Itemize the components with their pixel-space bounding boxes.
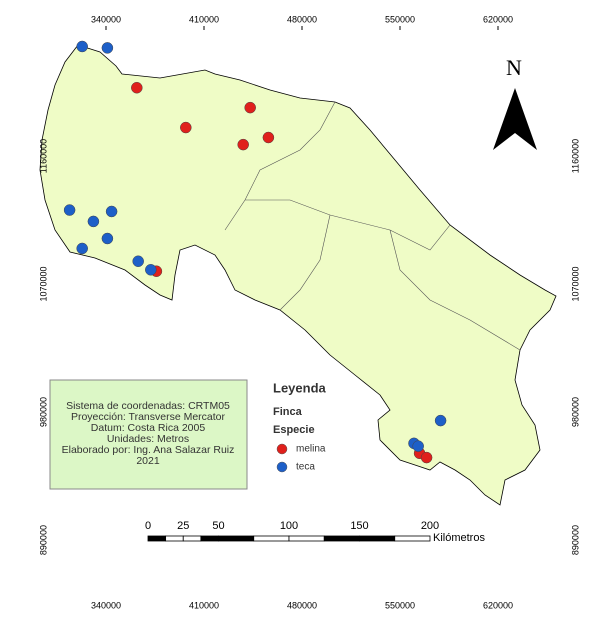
scale-segment — [394, 535, 431, 542]
scale-label: 0 — [145, 520, 151, 532]
finca-point — [132, 255, 144, 268]
x-tick-label-bottom: 480000 — [287, 600, 317, 610]
costa-rica — [39, 44, 557, 506]
scale-segment — [218, 535, 255, 542]
north-arrow: N — [493, 55, 537, 150]
finca-point — [412, 440, 424, 452]
y-tick-label-right: 1160000 — [570, 139, 580, 173]
scale-label: 200 — [421, 520, 439, 532]
y-tick-label-left: 980000 — [38, 397, 48, 427]
x-tick-label-top: 410000 — [189, 14, 219, 24]
info-line: 2021 — [136, 455, 160, 467]
land — [39, 44, 557, 506]
finca-point — [63, 204, 76, 216]
finca-point — [434, 414, 447, 427]
y-tick-label-right: 890000 — [570, 525, 580, 555]
legend-label: teca — [296, 462, 315, 473]
legend-field: Especie — [273, 424, 315, 436]
info-line: Datum: Costa Rica 2005 — [91, 422, 206, 434]
scale-label: 150 — [350, 520, 368, 532]
info-text: Sistema de coordenadas: CRTM05Proyección… — [62, 400, 235, 467]
finca-point — [105, 205, 118, 218]
scale-segment — [253, 535, 290, 542]
y-tick-label-right: 1070000 — [570, 266, 580, 301]
arrow-left — [493, 88, 515, 150]
x-tick-label-bottom: 410000 — [189, 600, 219, 610]
x-tick-label-bottom: 550000 — [385, 600, 415, 610]
scale-label: 25 — [177, 520, 189, 532]
legend-title: Leyenda — [273, 380, 327, 395]
legend-label: melina — [296, 444, 326, 455]
x-tick-label-bottom: 340000 — [91, 600, 121, 610]
info-line: Sistema de coordenadas: CRTM05 — [66, 400, 230, 412]
x-tick-label-bottom: 620000 — [483, 600, 513, 610]
info-line: Proyección: Transverse Mercator — [71, 411, 226, 423]
y-tick-label-left: 1160000 — [38, 139, 48, 173]
finca-point — [87, 215, 100, 228]
info-box — [49, 379, 248, 490]
province-border — [224, 101, 521, 351]
scale-label: 100 — [280, 520, 298, 532]
scale-segment — [147, 535, 167, 542]
finca-point — [101, 232, 114, 245]
info-line: Elaborado por: Ing. Ana Salazar Ruiz — [62, 444, 235, 456]
scale-segment — [165, 535, 184, 542]
y-tick-label-right: 980000 — [570, 397, 580, 427]
finca-point — [76, 40, 88, 53]
scale-segment — [200, 535, 219, 542]
x-tick-label-top: 620000 — [483, 14, 513, 24]
finca-point — [145, 264, 157, 276]
arrow-right — [515, 88, 537, 150]
finca-point — [180, 121, 192, 134]
scale-segment — [323, 535, 360, 542]
scale-unit: Kilómetros — [433, 532, 485, 544]
finca-point — [131, 81, 143, 94]
finca-point — [262, 131, 275, 144]
finca-point — [420, 451, 433, 464]
x-tick-label-top: 480000 — [287, 14, 317, 24]
y-tick-label-left: 1070000 — [38, 266, 48, 301]
finca-point — [244, 101, 256, 114]
scale-segment — [288, 535, 325, 542]
y-tick-label-left: 890000 — [38, 525, 48, 555]
legend-swatch — [276, 461, 288, 473]
finca-point — [237, 138, 249, 151]
scale-segment — [182, 535, 202, 542]
finca-point — [101, 42, 114, 54]
north-label: N — [506, 55, 522, 80]
x-tick-label-top: 550000 — [385, 14, 415, 24]
scale-segment — [359, 535, 396, 542]
legend-layer: Finca — [273, 406, 303, 418]
x-tick-label-top: 340000 — [91, 14, 121, 24]
finca-point — [76, 242, 88, 255]
scale-label: 50 — [212, 520, 224, 532]
info-line: Unidades: Metros — [107, 433, 189, 445]
legend-swatch — [276, 443, 288, 455]
